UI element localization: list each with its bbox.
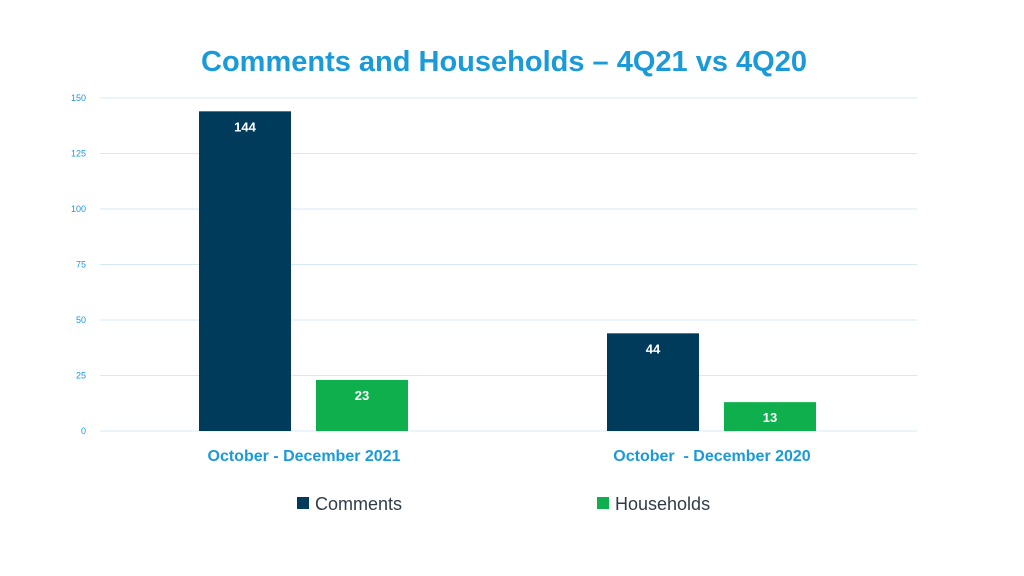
y-axis-ticks: 0 25 50 75 100 125 150 [71, 93, 86, 436]
x-category-label: October - December 2021 [208, 448, 401, 465]
y-tick-label: 100 [71, 204, 86, 214]
y-tick-label: 25 [76, 371, 86, 381]
data-label: 144 [234, 119, 256, 134]
bar-comments [199, 111, 291, 431]
data-label: 44 [646, 341, 661, 356]
legend-swatch-comments [297, 497, 309, 509]
bar-comments [607, 333, 699, 431]
legend: Comments Households [297, 494, 710, 514]
legend-swatch-households [597, 497, 609, 509]
y-tick-label: 75 [76, 260, 86, 270]
bar-households [316, 379, 408, 431]
chart-title: Comments and Households – 4Q21 vs 4Q20 [201, 46, 807, 78]
data-label: 23 [355, 388, 369, 403]
bar-households [724, 402, 816, 431]
data-label: 13 [763, 410, 777, 425]
x-axis-categories: October - December 2021 October - Decembe… [208, 448, 811, 465]
legend-label-comments: Comments [315, 494, 402, 514]
data-labels: 144 44 23 13 [234, 119, 777, 425]
y-tick-label: 50 [76, 315, 86, 325]
y-tick-label: 0 [81, 426, 86, 436]
bars [199, 111, 816, 431]
y-tick-label: 125 [71, 149, 86, 159]
y-tick-label: 150 [71, 93, 86, 103]
legend-label-households: Households [615, 494, 710, 514]
x-category-label: October - December 2020 [613, 448, 811, 465]
